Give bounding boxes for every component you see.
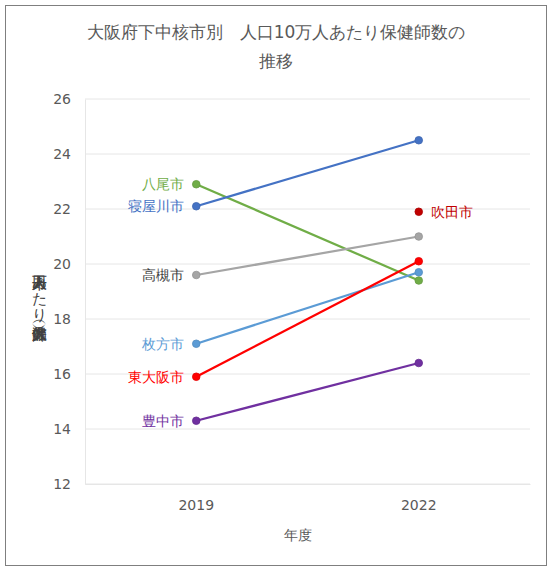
y-tick-label: 16 [53,366,71,382]
title-line: 推移 [259,51,293,71]
point [415,268,423,276]
chart: 大阪府下中核市別 人口10万人あたり保健師数の推移121416182022242… [0,0,552,571]
y-tick-label: 18 [53,311,71,327]
y-tick-label: 20 [53,256,71,272]
series-line [196,363,419,421]
y-tick: 26 [53,91,85,107]
series-label: 八尾市 [142,176,184,192]
grid [85,99,530,484]
point [192,340,200,348]
series-labels: 八尾市寝屋川市高槻市枚方市東大阪市豊中市 吹田市 [128,176,473,429]
y-tick-label: 12 [53,476,71,492]
x-axis: 2019 2022 [86,484,531,513]
point [192,202,200,210]
y-tick-label: 14 [53,421,71,437]
series-label: 吹田市 [431,204,473,220]
point [192,180,200,188]
series [192,268,422,347]
series [192,136,422,210]
x-axis-line [86,484,531,485]
grid-line [85,154,530,155]
series-line [196,237,419,276]
series [415,208,423,216]
series [192,233,422,279]
y-tick: 20 [53,256,85,272]
series-label: 東大阪市 [128,369,184,385]
point [415,233,423,241]
y-axis: 12 14 16 18 20 22 24 26 [53,91,85,492]
series-label: 豊中市 [142,413,184,429]
series-label: 高槻市 [142,267,184,283]
series-label: 枚方市 [141,336,184,352]
series [192,257,422,380]
series-label: 寝屋川市 [128,198,184,214]
point [415,208,423,216]
y-tick: 24 [53,146,85,162]
series [192,359,422,424]
grid-line [85,484,530,485]
y-tick: 14 [53,421,85,437]
frame [6,6,547,566]
series-line [196,272,419,344]
title: 大阪府下中核市別 人口10万人あたり保健師数の推移 [87,22,466,71]
y-tick: 22 [53,201,85,217]
point [415,277,423,285]
point [415,359,423,367]
y-tick-label: 26 [53,91,71,107]
series-line [196,184,419,280]
x-tick-label: 2022 [401,497,437,513]
y-tick: 16 [53,366,85,382]
x-axis-title: 年度 [284,527,312,543]
y-axis-line [85,100,86,485]
x-tick: 2022 [401,484,437,513]
point [415,257,423,265]
point [192,417,200,425]
x-tick: 2019 [178,484,214,513]
grid-line [85,264,530,265]
title-line: 大阪府下中核市別 人口10万人あたり保健師数の [87,22,466,42]
y-tick: 12 [53,476,85,492]
grid-line [85,99,530,100]
x-tick-label: 2019 [178,497,214,513]
point [415,136,423,144]
series-line [196,261,419,377]
y-tick: 18 [53,311,85,327]
series-line [196,140,419,206]
y-axis-title: 人口十万人あたり保健師数（人） [31,264,49,342]
y-tick-label: 24 [53,146,71,162]
y-tick-label: 22 [53,201,71,217]
plot-area [192,136,422,424]
point [192,271,200,279]
point [192,373,200,381]
